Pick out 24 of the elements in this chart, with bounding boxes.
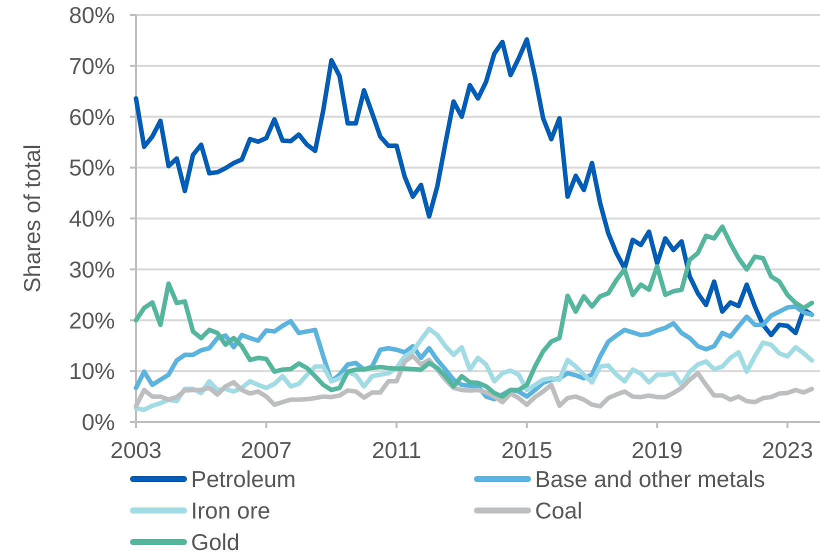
x-tick-label: 2019 xyxy=(632,437,683,464)
y-tick-label: 20% xyxy=(68,307,115,334)
legend-label: Iron ore xyxy=(191,498,270,524)
x-tick-label: 2011 xyxy=(372,437,422,464)
y-tick-label: 60% xyxy=(68,104,115,130)
line-series xyxy=(134,224,814,399)
y-tick-label: 10% xyxy=(68,358,115,384)
line-series xyxy=(134,37,814,338)
y-tick-label: 70% xyxy=(68,52,115,79)
legend-label: Petroleum xyxy=(191,466,296,492)
y-tick-label: 30% xyxy=(68,256,115,282)
x-tick-label: 2007 xyxy=(240,437,292,464)
y-axis-title: Shares of total xyxy=(19,144,45,293)
y-tick-label: 80% xyxy=(68,2,115,28)
y-tick-label: 0% xyxy=(82,409,115,436)
line-series xyxy=(134,326,814,412)
y-tick-label: 40% xyxy=(68,206,115,232)
x-tick-label: 2003 xyxy=(110,437,162,464)
legend-label: Coal xyxy=(535,498,582,524)
x-tick-label: 2015 xyxy=(501,437,552,464)
legend-label: Gold xyxy=(191,529,240,553)
legend-label: Base and other metals xyxy=(535,466,766,492)
y-tick-label: 50% xyxy=(68,154,115,181)
x-tick-label: 2023 xyxy=(762,437,814,464)
